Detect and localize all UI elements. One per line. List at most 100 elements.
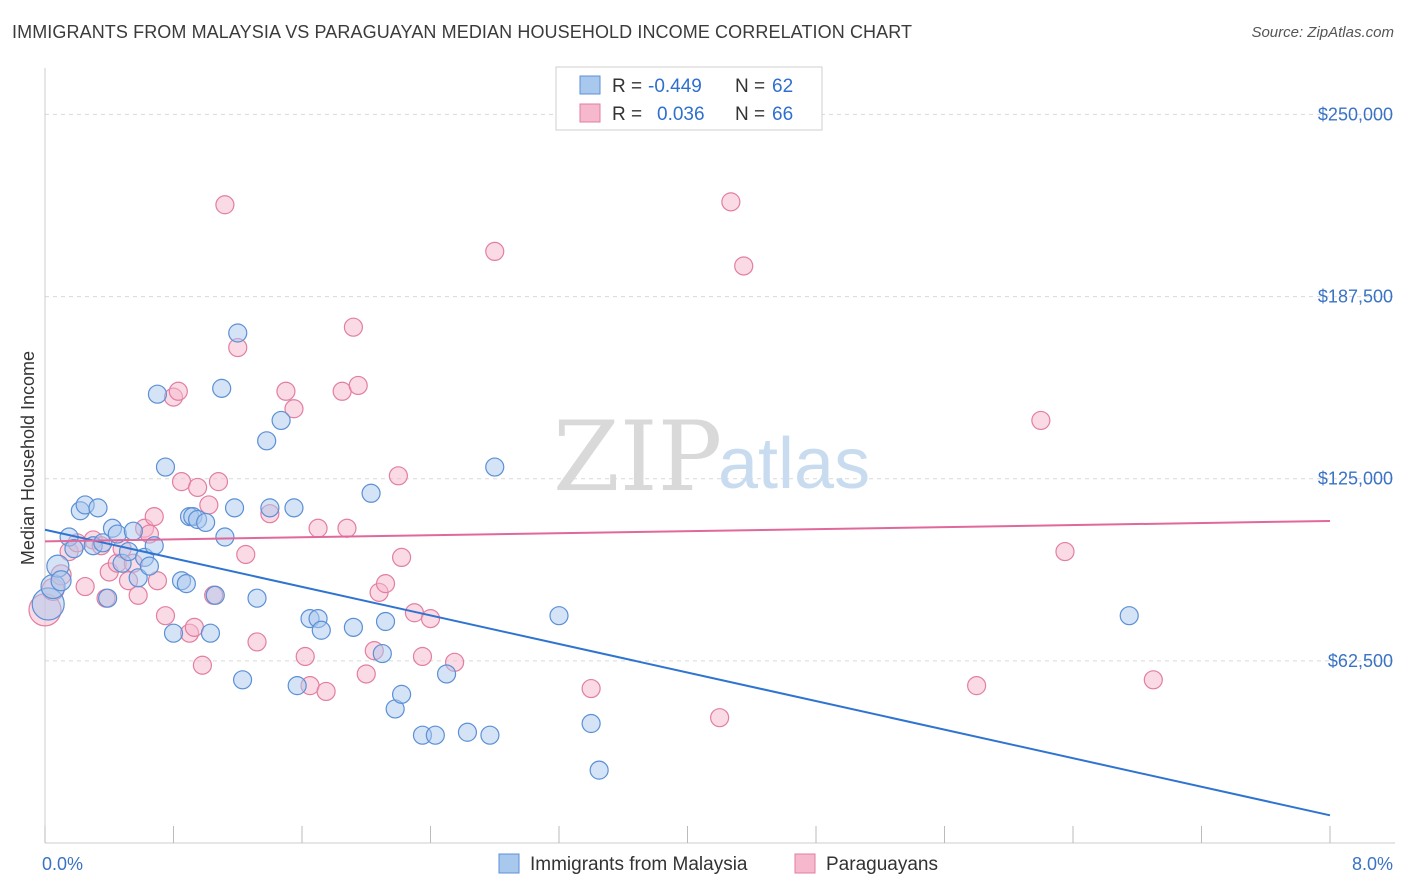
paraguayans-point-56: [581, 678, 601, 699]
paraguayans-point-44: [348, 375, 368, 396]
paraguayans-point-33: [247, 632, 267, 652]
malaysia-point-30: [200, 623, 221, 643]
axes: [44, 68, 1395, 844]
paraguayans-point-19: [155, 606, 176, 626]
y-axis-label: Median Household Income: [18, 351, 38, 565]
malaysia-point-56: [480, 725, 500, 745]
grid-lines: [45, 113, 1395, 662]
watermark-zip: ZIP: [553, 401, 722, 513]
y-tick-label-2: $187,500: [1318, 287, 1393, 307]
malaysia-point-17: [128, 568, 148, 588]
malaysia-point-21: [147, 384, 168, 404]
paraguayans-point-40: [316, 681, 336, 702]
correlation-legend: R = -0.449 N = 62 R = 0.036 N = 66: [555, 66, 823, 131]
malaysia-point-11: [98, 588, 118, 608]
legend-r-label-1: R =: [612, 76, 642, 97]
paraguayans-point-48: [375, 574, 396, 594]
malaysia-point-23: [163, 623, 184, 643]
malaysia-point-15: [118, 541, 139, 562]
legend-swatch-paraguayans: [794, 853, 816, 874]
watermark-atlas: atlas: [718, 424, 870, 504]
paraguayans-point-18: [147, 571, 168, 591]
malaysia-trend-line: [44, 528, 1331, 817]
y-tick-label-0: $62,500: [1328, 651, 1393, 671]
paraguayans-point-57: [710, 708, 730, 728]
paraguayans-point-50: [391, 547, 412, 568]
legend-n-value-1: 62: [772, 76, 793, 97]
malaysia-point-60: [589, 760, 609, 780]
malaysia-point-42: [287, 676, 307, 696]
malaysia-point-49: [375, 611, 396, 632]
source-credit: Source: ZipAtlas.com: [1251, 24, 1394, 41]
legend-r-label-2: R =: [612, 104, 642, 125]
paraguayans-point-52: [412, 646, 433, 667]
paraguayans-point-22: [171, 472, 192, 492]
paraguayans-point-27: [199, 495, 219, 515]
malaysia-point-45: [311, 620, 331, 640]
y-tick-label-1: $125,000: [1318, 469, 1393, 489]
malaysia-point-46: [343, 617, 363, 637]
paraguayans-point-49: [388, 466, 408, 486]
malaysia-point-31: [205, 585, 225, 605]
malaysia-point-35: [228, 323, 248, 343]
malaysia-point-3: [50, 570, 72, 592]
paraguayans-point-36: [284, 399, 304, 419]
watermark: ZIP atlas: [553, 401, 870, 513]
paraguayans-point-32: [236, 544, 256, 565]
legend-swatch-blue: [579, 75, 601, 95]
malaysia-point-9: [88, 498, 108, 518]
paraguayans-point-24: [184, 617, 204, 637]
paraguayans-point-14: [128, 585, 148, 605]
malaysia-point-22: [155, 457, 176, 477]
malaysia-point-19: [139, 556, 160, 576]
malaysia-point-5: [64, 539, 84, 559]
malaysia-point-47: [361, 483, 381, 503]
malaysia-point-38: [257, 431, 277, 451]
malaysia-point-51: [391, 684, 412, 704]
paraguayans-trend-line: [44, 519, 1331, 543]
paraguayans-point-62: [1055, 541, 1075, 562]
paraguayans-point-61: [1031, 410, 1051, 431]
paraguayans-point-60: [967, 676, 987, 696]
x-tick-label-0: 0.0%: [42, 854, 83, 874]
paraguayans-point-41: [332, 381, 352, 401]
paraguayans-point-45: [356, 664, 376, 684]
malaysia-point-29: [196, 512, 216, 533]
malaysia-point-34: [224, 498, 245, 518]
paraguayans-point-42: [337, 518, 357, 538]
paraguayans-point-39: [308, 518, 328, 538]
malaysia-point-53: [425, 725, 445, 745]
malaysia-point-33: [215, 527, 235, 547]
malaysia-point-61: [1119, 606, 1139, 626]
legend-swatch-pink: [579, 103, 601, 123]
paraguayans-point-53: [420, 608, 441, 629]
legend-n-label-2: N =: [735, 104, 765, 125]
malaysia-point-59: [581, 713, 601, 734]
malaysia-point-25: [176, 574, 196, 594]
legend-label-paraguayans: Paraguayans: [826, 854, 938, 875]
series-malaysia-points: [31, 323, 1139, 780]
paraguayans-point-5: [75, 576, 95, 597]
y-tick-label-3: $250,000: [1318, 104, 1393, 124]
legend-n-value-2: 66: [772, 104, 793, 125]
malaysia-point-39: [260, 498, 280, 518]
paraguayans-point-43: [343, 317, 363, 337]
malaysia-point-57: [485, 457, 505, 477]
legend-r-value-1: -0.449: [648, 76, 702, 97]
paraguayans-point-21: [168, 381, 188, 401]
malaysia-point-54: [436, 664, 457, 684]
malaysia-point-37: [247, 588, 267, 608]
legend-n-label-1: N =: [735, 76, 765, 97]
malaysia-point-48: [372, 643, 392, 664]
paraguayans-point-64: [1143, 670, 1163, 690]
paraguayans-point-58: [721, 192, 741, 212]
legend-r-value-2: 0.036: [657, 104, 705, 125]
paraguayans-point-35: [276, 381, 296, 401]
series-legend: Immigrants from Malaysia Paraguayans: [498, 853, 938, 875]
malaysia-point-41: [284, 498, 304, 518]
malaysia-point-32: [212, 378, 232, 398]
paraguayans-point-26: [192, 655, 213, 675]
paraguayans-point-29: [208, 472, 229, 492]
paraguayans-point-25: [187, 477, 208, 498]
